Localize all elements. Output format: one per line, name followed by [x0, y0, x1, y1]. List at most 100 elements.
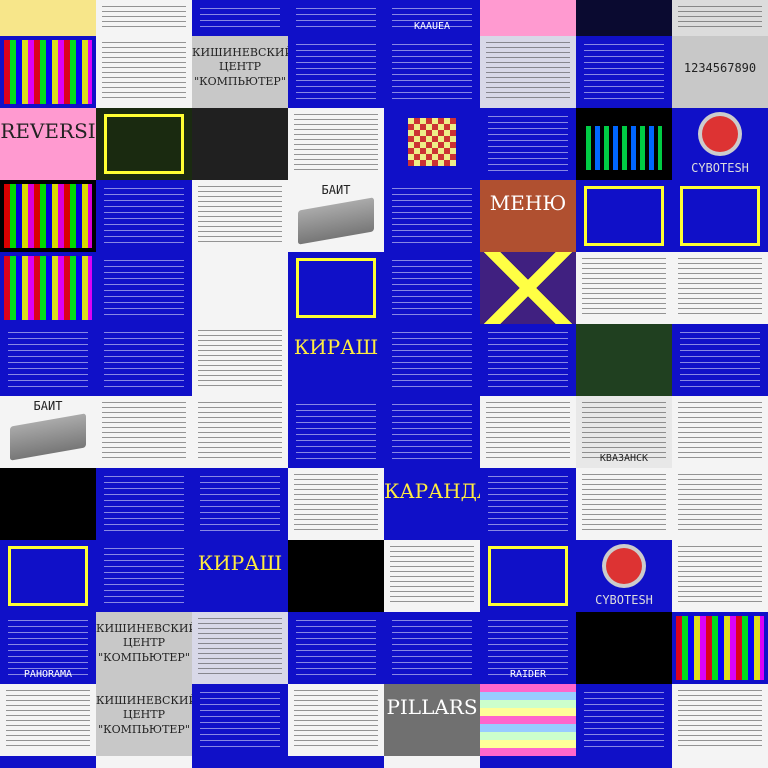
thumbnail-tile[interactable] — [192, 324, 288, 396]
thumbnail-tile[interactable] — [672, 252, 768, 324]
thumbnail-tile[interactable]: 1234567890 — [672, 36, 768, 108]
thumbnail-tile[interactable] — [480, 468, 576, 540]
thumbnail-tile[interactable] — [672, 756, 768, 768]
thumbnail-tile[interactable] — [0, 684, 96, 756]
thumbnail-tile[interactable] — [288, 540, 384, 612]
thumbnail-tile[interactable] — [384, 36, 480, 108]
thumbnail-tile[interactable] — [672, 612, 768, 684]
thumbnail-tile[interactable] — [576, 0, 672, 36]
thumbnail-tile[interactable] — [192, 108, 288, 180]
thumbnail-tile[interactable] — [96, 468, 192, 540]
thumbnail-tile[interactable] — [672, 324, 768, 396]
thumbnail-tile[interactable] — [480, 0, 576, 36]
thumbnail-tile[interactable] — [672, 468, 768, 540]
thumbnail-tile[interactable] — [192, 756, 288, 768]
thumbnail-tile[interactable] — [480, 108, 576, 180]
thumbnail-tile[interactable] — [192, 468, 288, 540]
thumbnail-tile[interactable] — [480, 396, 576, 468]
thumbnail-tile[interactable]: БАЙТ — [0, 396, 96, 468]
thumbnail-tile[interactable] — [288, 756, 384, 768]
thumbnail-tile[interactable]: КИРАШ — [192, 540, 288, 612]
thumbnail-tile[interactable] — [288, 684, 384, 756]
thumbnail-tile[interactable] — [96, 396, 192, 468]
thumbnail-tile[interactable]: PILLARS — [384, 684, 480, 756]
thumbnail-tile[interactable]: PAHORAMA — [0, 612, 96, 684]
thumbnail-tile[interactable] — [96, 252, 192, 324]
thumbnail-tile[interactable] — [384, 540, 480, 612]
thumbnail-tile[interactable] — [480, 252, 576, 324]
thumbnail-tile[interactable] — [576, 756, 672, 768]
thumbnail-tile[interactable]: CYBOTESH — [672, 108, 768, 180]
thumbnail-tile[interactable] — [672, 540, 768, 612]
thumbnail-tile[interactable] — [0, 180, 96, 252]
thumbnail-tile[interactable] — [672, 0, 768, 36]
thumbnail-tile[interactable] — [0, 468, 96, 540]
screen-text-lines — [296, 8, 376, 28]
thumbnail-tile[interactable] — [384, 756, 480, 768]
thumbnail-tile[interactable] — [480, 540, 576, 612]
thumbnail-tile[interactable] — [288, 252, 384, 324]
thumbnail-tile[interactable] — [480, 36, 576, 108]
thumbnail-tile[interactable]: KAAUEA — [384, 0, 480, 36]
thumbnail-tile[interactable] — [672, 396, 768, 468]
thumbnail-tile[interactable] — [576, 36, 672, 108]
document-text-lines — [198, 402, 282, 462]
thumbnail-tile[interactable] — [288, 108, 384, 180]
thumbnail-tile[interactable]: КИРАШ — [288, 324, 384, 396]
thumbnail-tile[interactable] — [672, 684, 768, 756]
screen-text-lines — [200, 476, 280, 532]
thumbnail-tile[interactable] — [384, 180, 480, 252]
thumbnail-tile[interactable] — [0, 0, 96, 36]
thumbnail-tile[interactable] — [96, 756, 192, 768]
thumbnail-tile[interactable] — [0, 252, 96, 324]
thumbnail-tile[interactable] — [96, 180, 192, 252]
thumbnail-tile[interactable]: REVERSI — [0, 108, 96, 180]
thumbnail-tile[interactable] — [672, 180, 768, 252]
thumbnail-tile[interactable] — [480, 756, 576, 768]
thumbnail-tile[interactable] — [288, 36, 384, 108]
thumbnail-tile[interactable] — [576, 324, 672, 396]
thumbnail-tile[interactable]: МЕНЮ — [480, 180, 576, 252]
thumbnail-tile[interactable] — [0, 756, 96, 768]
thumbnail-tile[interactable]: КИШИНЕВСКИЙ ЦЕНТР "КОМПЬЮТЕР" — [96, 612, 192, 684]
thumbnail-tile[interactable] — [96, 324, 192, 396]
thumbnail-tile[interactable] — [192, 684, 288, 756]
thumbnail-tile[interactable] — [288, 612, 384, 684]
thumbnail-tile[interactable]: КАРАНДАШ — [384, 468, 480, 540]
thumbnail-tile[interactable] — [384, 396, 480, 468]
thumbnail-tile[interactable] — [576, 684, 672, 756]
thumbnail-tile[interactable] — [288, 0, 384, 36]
thumbnail-tile[interactable] — [192, 252, 288, 324]
thumbnail-tile[interactable] — [576, 252, 672, 324]
thumbnail-tile[interactable] — [480, 684, 576, 756]
thumbnail-tile[interactable] — [576, 180, 672, 252]
thumbnail-tile[interactable]: КИШИНЕВСКИЙ ЦЕНТР "КОМПЬЮТЕР" — [96, 684, 192, 756]
thumbnail-tile[interactable] — [480, 324, 576, 396]
thumbnail-tile[interactable] — [384, 324, 480, 396]
thumbnail-tile[interactable] — [384, 108, 480, 180]
thumbnail-tile[interactable] — [576, 612, 672, 684]
thumbnail-tile[interactable] — [0, 540, 96, 612]
thumbnail-tile[interactable]: КИШИНЕВСКИЙ ЦЕНТР "КОМПЬЮТЕР" — [192, 36, 288, 108]
thumbnail-tile[interactable]: RAIDER — [480, 612, 576, 684]
thumbnail-tile[interactable] — [384, 252, 480, 324]
thumbnail-tile[interactable] — [576, 468, 672, 540]
thumbnail-tile[interactable] — [96, 108, 192, 180]
thumbnail-tile[interactable] — [288, 396, 384, 468]
thumbnail-tile[interactable] — [576, 108, 672, 180]
thumbnail-tile[interactable] — [288, 468, 384, 540]
thumbnail-tile[interactable] — [0, 36, 96, 108]
thumbnail-tile[interactable] — [96, 540, 192, 612]
thumbnail-tile[interactable] — [192, 612, 288, 684]
thumbnail-tile[interactable] — [0, 324, 96, 396]
thumbnail-tile[interactable] — [192, 0, 288, 36]
thumbnail-tile[interactable] — [192, 180, 288, 252]
thumbnail-tile[interactable] — [96, 0, 192, 36]
thumbnail-tile[interactable] — [384, 612, 480, 684]
thumbnail-tile[interactable] — [96, 36, 192, 108]
thumbnail-tile[interactable]: БАЙТ — [288, 180, 384, 252]
thumbnail-tile[interactable] — [192, 396, 288, 468]
thumbnail-tile[interactable]: CYBOTESH — [576, 540, 672, 612]
thumbnail-tile[interactable]: КВАЗАНСК — [576, 396, 672, 468]
document-text-lines — [678, 546, 762, 606]
